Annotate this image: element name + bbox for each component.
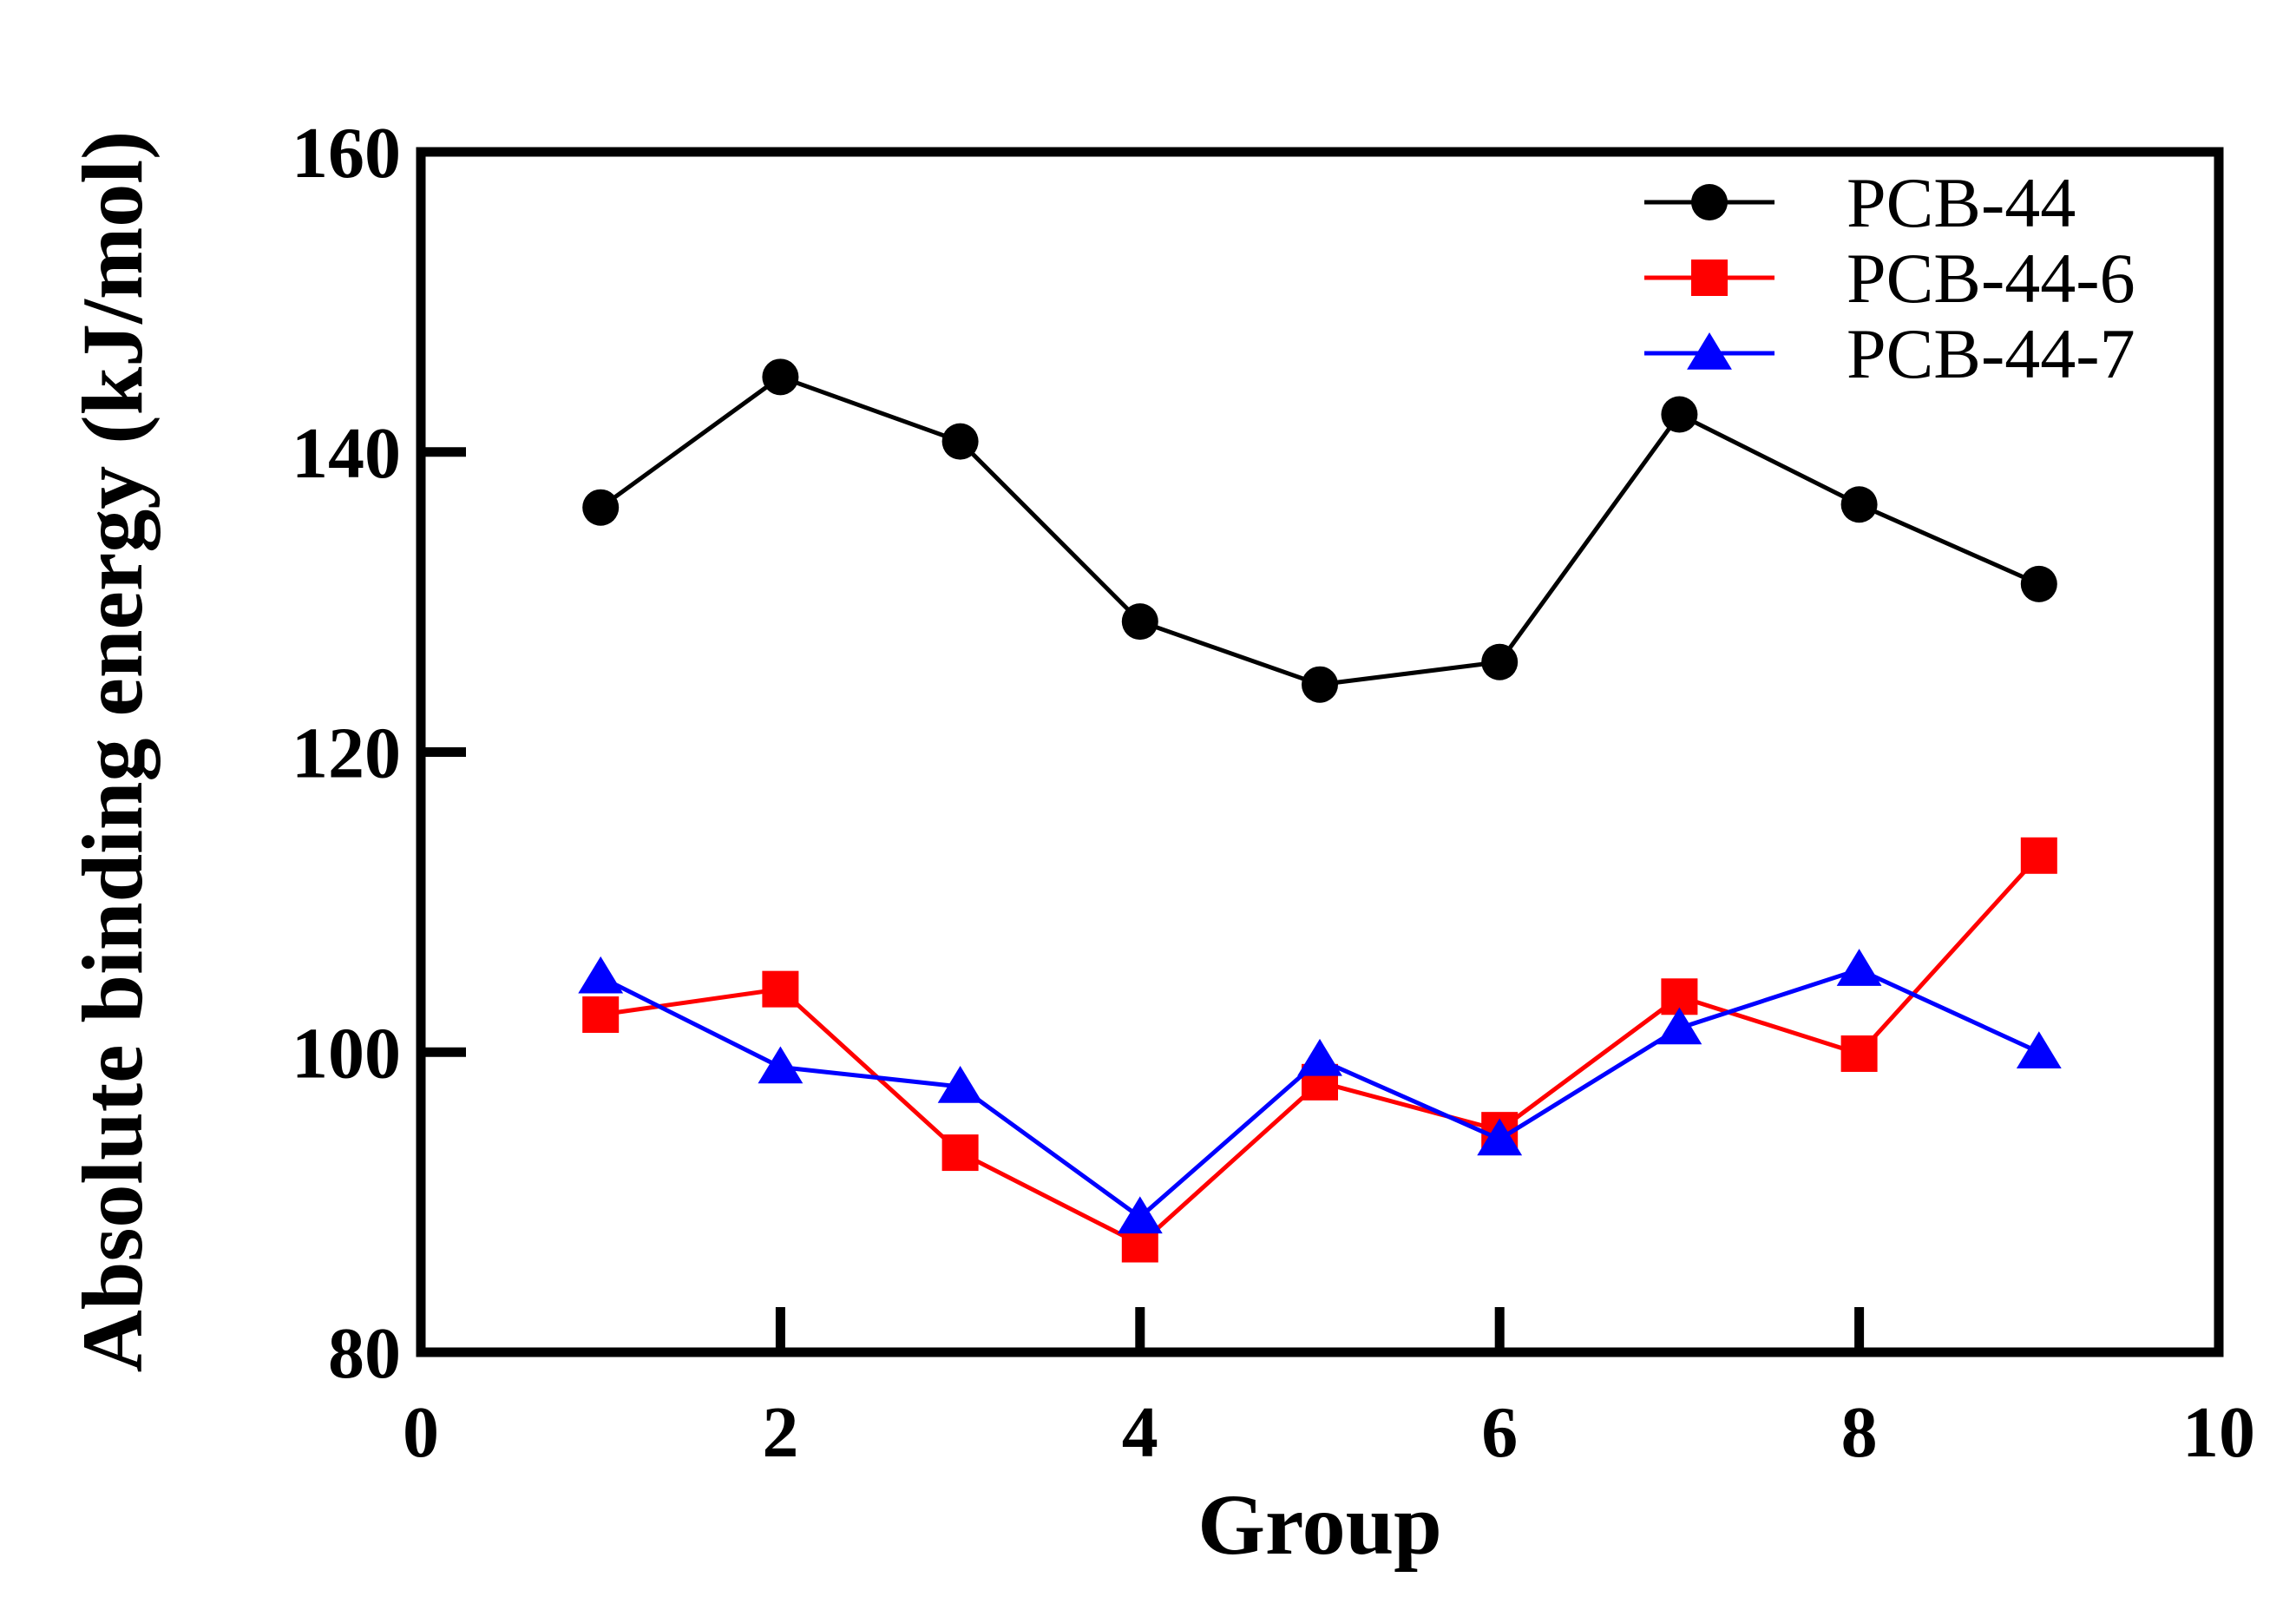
data-point-pcb-44-4 xyxy=(1121,603,1158,641)
y-axis-title: Absolute binding energy (kJ/mol) xyxy=(64,131,161,1373)
data-point-pcb-44-7-1 xyxy=(578,956,624,994)
legend-item-pcb-44-6: PCB-44-6 xyxy=(1644,239,2135,318)
series-pcb-44-6 xyxy=(582,837,2057,1263)
data-point-pcb-44-7-6 xyxy=(1477,1118,1523,1156)
legend-label-pcb-44-7: PCB-44-7 xyxy=(1847,314,2135,393)
series-layer xyxy=(578,358,2062,1263)
data-point-pcb-44-6-2 xyxy=(762,970,799,1008)
series-line-pcb-44 xyxy=(599,374,2040,687)
data-point-pcb-44-2 xyxy=(762,358,799,396)
data-point-pcb-44-9 xyxy=(2020,565,2057,602)
y-tick-label-100: 100 xyxy=(292,1013,401,1094)
data-point-pcb-44-5 xyxy=(1302,666,1338,703)
data-point-pcb-44-7-3 xyxy=(937,1066,983,1103)
legend-marker-pcb-44-7 xyxy=(1687,332,1732,370)
legend-item-pcb-44-7: PCB-44-7 xyxy=(1644,314,2135,393)
data-point-pcb-44-1 xyxy=(582,489,620,526)
x-tick-label-4: 4 xyxy=(1122,1392,1158,1473)
series-pcb-44 xyxy=(582,358,2057,703)
legend-marker-pcb-44-6 xyxy=(1691,260,1728,296)
x-tick-label-6: 6 xyxy=(1481,1392,1518,1473)
data-point-pcb-44-7-9 xyxy=(2016,1031,2062,1068)
legend-item-pcb-44: PCB-44 xyxy=(1644,163,2076,242)
x-tick-label-2: 2 xyxy=(762,1392,798,1473)
data-point-pcb-44-6-8 xyxy=(1840,1035,1878,1072)
legend-label-pcb-44-6: PCB-44-6 xyxy=(1847,239,2135,318)
data-point-pcb-44-6-9 xyxy=(2020,837,2057,874)
data-point-pcb-44-6-1 xyxy=(582,996,620,1034)
x-tick-label-0: 0 xyxy=(403,1392,439,1473)
y-tick-label-120: 120 xyxy=(292,713,401,794)
axis-ticks xyxy=(416,147,2224,1357)
data-point-pcb-44-8 xyxy=(1840,486,1878,523)
y-tick-label-160: 160 xyxy=(292,113,401,194)
data-point-pcb-44-7-4 xyxy=(1117,1196,1163,1234)
tick-labels: 0 2 4 6 8 10 80 100 120 140 160 xyxy=(292,113,2255,1473)
data-point-pcb-44-7-5 xyxy=(1297,1038,1342,1076)
y-tick-label-140: 140 xyxy=(292,413,401,494)
data-point-pcb-44-7-7 xyxy=(1656,1007,1702,1045)
legend-marker-pcb-44 xyxy=(1691,184,1728,220)
data-point-pcb-44-7 xyxy=(1661,396,1698,433)
data-point-pcb-44-7-2 xyxy=(758,1046,804,1084)
data-point-pcb-44-7-8 xyxy=(1836,949,1882,986)
x-tick-label-8: 8 xyxy=(1841,1392,1878,1473)
legend-label-pcb-44: PCB-44 xyxy=(1847,163,2076,242)
x-tick-label-10: 10 xyxy=(2182,1392,2255,1473)
data-point-pcb-44-3 xyxy=(941,423,979,460)
x-axis-title: Group xyxy=(1197,1476,1442,1573)
series-pcb-44-7 xyxy=(578,949,2062,1234)
y-tick-label-80: 80 xyxy=(328,1313,401,1394)
data-point-pcb-44-6 xyxy=(1481,643,1519,680)
data-point-pcb-44-6-3 xyxy=(941,1134,979,1172)
